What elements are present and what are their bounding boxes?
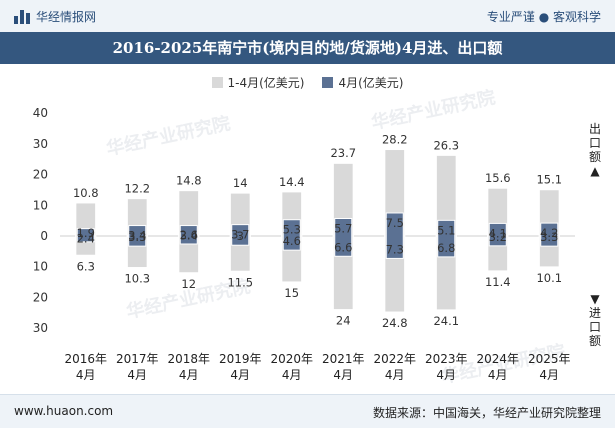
brand-name: 华经情报网 xyxy=(36,10,97,24)
data-label-ytd-import: 15 xyxy=(284,286,299,300)
data-label-ytd-export: 14.4 xyxy=(279,175,305,189)
bar-month xyxy=(76,228,95,243)
data-label-month-export: 5.7 xyxy=(334,222,352,236)
chart-title: 2016-2025年南宁市(境内目的地/货源地)4月进、出口额 xyxy=(0,32,615,64)
bar-month xyxy=(282,219,301,251)
brand[interactable]: 华经情报网 xyxy=(14,8,96,25)
x-tick-label: 2025年 4月 xyxy=(528,352,571,382)
y-tick-label: 0 xyxy=(40,229,48,243)
footer: www.huaon.com 数据来源：中国海关，华经产业研究院整理 xyxy=(0,394,615,428)
data-label-ytd-export: 10.8 xyxy=(73,186,99,200)
data-label-ytd-import: 24 xyxy=(336,314,351,328)
data-label-ytd-import: 11.4 xyxy=(485,275,511,289)
bar-month xyxy=(179,225,198,245)
data-label-month-export: 7.5 xyxy=(386,216,404,230)
legend-swatch-month xyxy=(322,77,334,88)
data-label-month-import: 2.6 xyxy=(180,228,198,242)
data-label-month-import: 1.9 xyxy=(77,226,95,240)
y-tick-label: 30 xyxy=(33,321,48,335)
x-tick-label: 2022年 4月 xyxy=(373,352,416,382)
data-label-ytd-import: 24.8 xyxy=(382,316,408,330)
data-label-ytd-export: 23.7 xyxy=(330,146,356,160)
x-tick-label: 2017年 4月 xyxy=(116,352,159,382)
data-label-ytd-export: 14 xyxy=(233,176,248,190)
legend-item-month: 4月(亿美元) xyxy=(322,74,403,91)
data-label-month-import: 6.8 xyxy=(437,241,455,255)
export-axis-label: 出口额▲ xyxy=(588,122,601,178)
data-label-month-export: 4.2 xyxy=(540,226,558,240)
y-tick-label: 30 xyxy=(33,137,48,151)
bar-month xyxy=(437,219,456,258)
footer-source: 数据来源：中国海关，华经产业研究院整理 xyxy=(372,406,601,420)
x-tick-label: 2023年 4月 xyxy=(425,352,468,382)
data-label-ytd-export: 15.1 xyxy=(536,173,562,187)
data-label-month-import: 6.6 xyxy=(334,240,352,254)
data-label-month-export: 5.1 xyxy=(437,223,455,237)
x-tick-label: 2016年 4月 xyxy=(64,352,107,382)
x-tick-label: 2018年 4月 xyxy=(167,352,210,382)
x-tick-label: 2020年 4月 xyxy=(270,352,313,382)
legend-label-month: 4月(亿美元) xyxy=(338,76,404,90)
y-tick-label: 20 xyxy=(33,290,48,304)
bar-month xyxy=(128,225,147,247)
x-tick-label: 2021年 4月 xyxy=(322,352,365,382)
data-label-ytd-export: 15.6 xyxy=(485,171,511,185)
y-tick-label: 10 xyxy=(33,198,48,212)
logo-icon xyxy=(14,9,30,24)
tagline: 专业严谨 ● 客观科学 xyxy=(486,10,601,24)
data-label-ytd-import: 11.5 xyxy=(227,275,253,289)
data-label-ytd-import: 12 xyxy=(181,277,196,291)
data-label-ytd-export: 14.8 xyxy=(176,174,202,188)
data-label-month-export: 5.3 xyxy=(283,223,301,237)
legend-item-ytd: 1-4月(亿美元) xyxy=(211,74,305,91)
bar-month xyxy=(231,224,250,246)
data-label-ytd-import: 10.1 xyxy=(536,271,562,285)
data-label-ytd-export: 28.2 xyxy=(382,132,408,146)
data-label-month-export: 3.4 xyxy=(128,229,146,243)
legend-swatch-ytd xyxy=(211,77,223,88)
data-label-month-export: 4.1 xyxy=(489,226,507,240)
data-label-month-export: 3.7 xyxy=(231,228,249,242)
legend: 1-4月(亿美元) 4月(亿美元) xyxy=(0,74,615,91)
y-tick-label: 20 xyxy=(33,168,48,182)
chart-plot: 40 30 20 10 0 10 20 30 10.8 6.3 2.41.9 2016年 4月 12.2 1… xyxy=(33,106,575,382)
import-axis-label: ▼进口额 xyxy=(588,292,601,348)
data-label-month-import: 3.2 xyxy=(489,230,507,244)
bar-month xyxy=(488,222,507,247)
data-label-month-import: 3 xyxy=(237,229,244,243)
bar-month xyxy=(334,218,353,257)
data-label-ytd-import: 6.3 xyxy=(77,259,95,273)
bar-month xyxy=(540,222,559,247)
x-tick-label: 2019年 4月 xyxy=(219,352,262,382)
data-label-month-export: 3.4 xyxy=(180,229,198,243)
data-label-ytd-import: 10.3 xyxy=(124,272,150,286)
y-tick-label: 40 xyxy=(33,106,48,120)
data-label-ytd-export: 12.2 xyxy=(124,182,150,196)
data-label-month-import: 7.3 xyxy=(386,242,404,256)
x-tick-label: 2024年 4月 xyxy=(476,352,519,382)
data-label-month-import: 4.6 xyxy=(283,234,301,248)
data-label-month-import: 3.3 xyxy=(128,230,146,244)
data-label-ytd-import: 24.1 xyxy=(433,314,459,328)
legend-label-ytd: 1-4月(亿美元) xyxy=(227,76,305,90)
data-label-month-export: 2.4 xyxy=(77,232,95,246)
data-label-month-import: 3.3 xyxy=(540,230,558,244)
bar-month xyxy=(385,212,404,259)
data-label-ytd-export: 26.3 xyxy=(433,138,459,152)
footer-url[interactable]: www.huaon.com xyxy=(14,404,114,418)
y-tick-label: 10 xyxy=(33,260,48,274)
